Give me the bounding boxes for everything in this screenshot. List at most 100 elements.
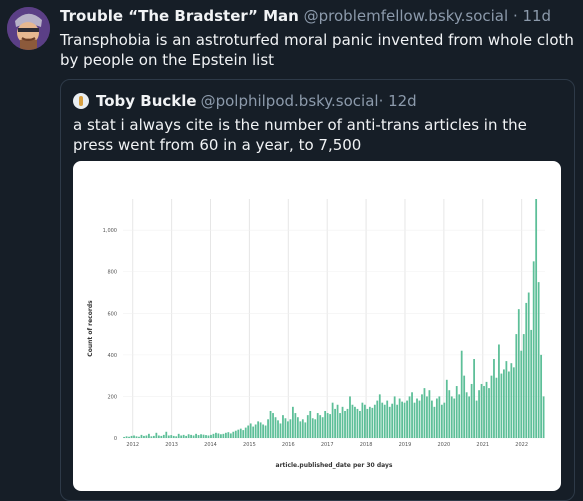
bar <box>138 436 140 438</box>
bar <box>532 261 535 438</box>
bar <box>453 398 456 438</box>
bar <box>500 373 503 438</box>
quote-text: a stat i always cite is the number of an… <box>73 116 527 154</box>
x-tick-label: 2020 <box>438 442 451 448</box>
bar <box>433 406 436 438</box>
bar <box>463 375 466 438</box>
bar <box>431 400 433 438</box>
bar <box>336 404 339 438</box>
post-text: Transphobia is an astroturfed moral pani… <box>60 31 574 69</box>
bar <box>252 426 255 438</box>
bar <box>329 414 332 438</box>
bar <box>180 435 183 438</box>
bar <box>239 428 242 438</box>
bar <box>475 400 478 438</box>
bar <box>244 427 247 438</box>
bar <box>520 350 523 438</box>
bar <box>403 402 406 438</box>
bar <box>455 386 458 438</box>
bar <box>259 422 262 438</box>
bar <box>537 282 540 438</box>
bar <box>319 415 322 438</box>
bar <box>264 425 267 438</box>
bar <box>359 410 361 438</box>
bar <box>175 436 178 438</box>
x-tick-label: 2019 <box>399 442 412 448</box>
bar <box>160 435 163 438</box>
bar <box>282 415 284 438</box>
bar <box>274 417 277 438</box>
bar <box>311 418 314 438</box>
bar <box>408 396 411 438</box>
bar <box>224 432 227 438</box>
bar <box>331 402 334 438</box>
bar <box>391 403 394 438</box>
quote-header: Toby Buckle @polphilpod.bsky.social · 12… <box>73 91 417 111</box>
bar <box>162 434 165 438</box>
chart-image[interactable]: 0 200 400 600 800 1,000 2012 2013 2014 2015 2016 20… <box>73 161 561 491</box>
y-axis-title: Count of records <box>87 300 94 357</box>
bar <box>485 381 488 438</box>
bar <box>165 431 168 438</box>
bar <box>418 400 421 438</box>
bar <box>458 394 461 438</box>
bar <box>450 396 453 438</box>
bar <box>478 390 480 438</box>
bar <box>339 413 341 438</box>
bar <box>512 367 515 438</box>
bar <box>515 334 518 438</box>
bar <box>344 410 346 438</box>
bar <box>465 392 468 438</box>
x-tick-label: 2015 <box>243 442 256 448</box>
bar <box>321 417 324 438</box>
bar <box>145 435 148 438</box>
bar <box>398 398 401 438</box>
bar <box>220 434 222 438</box>
bar <box>376 400 379 438</box>
bar <box>416 398 418 438</box>
post-timestamp[interactable]: · 11d <box>512 7 552 25</box>
quote-author-name[interactable]: Toby Buckle <box>96 92 197 110</box>
bar <box>306 415 309 438</box>
bar <box>388 406 391 438</box>
bar <box>299 421 302 438</box>
bar <box>363 404 366 438</box>
bar <box>361 402 364 438</box>
quote-card[interactable]: Toby Buckle @polphilpod.bsky.social · 12… <box>60 79 575 501</box>
bar <box>197 435 200 438</box>
bar <box>535 199 538 438</box>
bar <box>157 435 160 438</box>
bar <box>406 400 408 438</box>
bar <box>229 433 232 438</box>
quote-timestamp[interactable]: · 12d <box>378 92 417 110</box>
bar <box>426 396 428 438</box>
quote-author-handle[interactable]: @polphilpod.bsky.social <box>200 92 379 110</box>
bar <box>172 435 175 438</box>
author-handle[interactable]: @problemfellow.bsky.social <box>303 7 509 25</box>
bar <box>525 302 528 438</box>
bar <box>133 435 135 438</box>
bar <box>269 410 272 438</box>
bar <box>356 408 359 438</box>
bar <box>170 435 173 438</box>
quote-avatar <box>73 93 89 109</box>
bar <box>522 334 525 438</box>
bar <box>421 394 423 438</box>
bar <box>368 406 371 438</box>
bar <box>324 410 327 438</box>
bar <box>242 430 245 438</box>
bar <box>490 375 493 438</box>
bar <box>381 402 384 438</box>
bar <box>383 404 386 438</box>
bar <box>503 369 505 438</box>
bar <box>326 413 329 438</box>
bar <box>351 404 354 438</box>
bar <box>498 344 500 438</box>
author-name[interactable]: Trouble “The Bradster” Man <box>60 7 299 25</box>
x-axis-title: article.published_date per 30 days <box>276 462 393 469</box>
bar <box>510 363 513 438</box>
avatar[interactable] <box>7 7 50 50</box>
bar <box>316 413 319 438</box>
x-tick-label: 2022 <box>515 442 528 448</box>
bar <box>530 329 533 438</box>
